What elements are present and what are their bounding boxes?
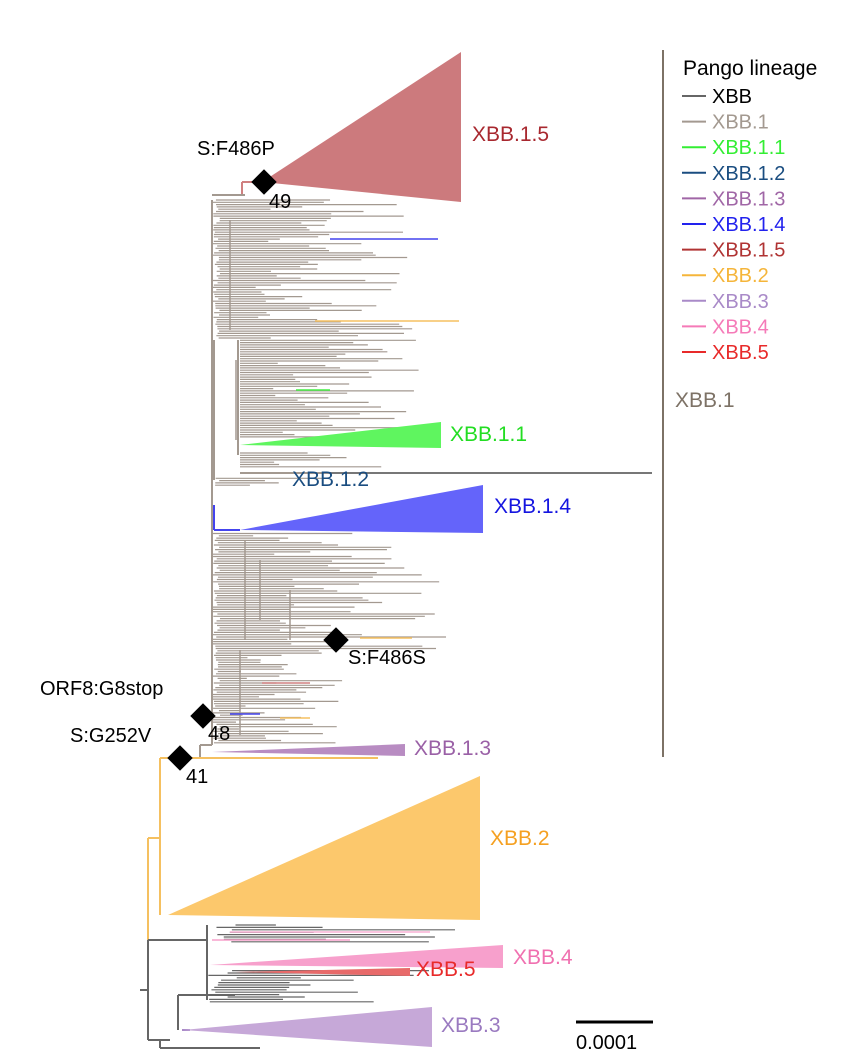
legend-entry: XBB.1.5 (682, 240, 785, 262)
mutation-marker-diamond (167, 745, 193, 771)
legend-entry: XBB.1.1 (682, 137, 785, 159)
legend-label: XBB.5 (712, 342, 769, 364)
legend-entry: XBB.5 (682, 342, 769, 364)
legend-title: Pango lineage (683, 57, 817, 80)
clade-xbb-1-3-triangle (212, 744, 405, 756)
legend-label: XBB.4 (712, 316, 769, 338)
clade-label-xbb-1-5: XBB.1.5 (472, 123, 549, 146)
legend-entry: XBB.4 (682, 316, 769, 338)
mutation-count: 48 (208, 723, 230, 745)
clade-xbb-1-1-triangle (240, 422, 441, 448)
clade-xbb-4-triangle (210, 945, 503, 968)
legend-label: XBB.1.3 (712, 188, 785, 210)
legend-label: XBB.1.2 (712, 163, 785, 185)
clade-xbb-5-triangle (235, 968, 410, 976)
clade-label-xbb-1-2: XBB.1.2 (292, 468, 369, 491)
mutation-count: 41 (186, 766, 208, 788)
legend: Pango lineage XBB XBB.1 XBB.1.1 XBB.1.2 XBB.… (682, 57, 817, 364)
legend-label: XBB (712, 86, 752, 108)
clade-label-xbb-4: XBB.4 (513, 946, 573, 969)
clade-label-xbb-1-3: XBB.1.3 (414, 737, 491, 760)
legend-entry: XBB.1.2 (682, 163, 785, 185)
clade-label-xbb-1-1: XBB.1.1 (450, 423, 527, 446)
legend-label: XBB.3 (712, 291, 769, 313)
mutation-g252v: S:G252V 41 (70, 725, 208, 788)
mutation-marker-diamond (251, 169, 277, 195)
mutation-count: 49 (269, 191, 291, 213)
legend-label: XBB.1.5 (712, 240, 785, 262)
mutation-label: ORF8:G8stop (40, 678, 163, 700)
mutation-marker-diamond (323, 627, 349, 653)
legend-entry: XBB.2 (682, 265, 769, 287)
xbb1-bracket-label: XBB.1 (675, 389, 735, 412)
mutation-label: S:F486S (348, 647, 426, 669)
clade-label-xbb-3: XBB.3 (441, 1014, 501, 1037)
clade-label-xbb-2: XBB.2 (490, 827, 550, 850)
xbb-branches (208, 924, 455, 1003)
mutation-label: S:F486P (197, 138, 275, 160)
legend-label: XBB.2 (712, 265, 769, 287)
legend-entry: XBB.1.4 (682, 214, 785, 236)
legend-label: XBB.1 (712, 112, 769, 134)
mutation-f486p: S:F486P 49 (197, 138, 291, 213)
legend-entry: XBB.1 (682, 112, 769, 134)
mutation-orf8-g8stop: ORF8:G8stop 48 (40, 678, 230, 745)
legend-label: XBB.1.4 (712, 214, 785, 236)
mutation-label: S:G252V (70, 725, 152, 747)
legend-entry: XBB.1.3 (682, 188, 785, 210)
legend-label: XBB.1.1 (712, 137, 785, 159)
scale-bar: 0.0001 (576, 1020, 653, 1054)
mutation-marker-diamond (190, 703, 216, 729)
legend-entry: XBB (682, 86, 752, 108)
mutation-f486s: S:F486S (323, 627, 426, 669)
legend-entry: XBB.3 (682, 291, 769, 313)
clade-xbb-2-triangle (168, 776, 480, 920)
clade-xbb-1-5-triangle (262, 52, 461, 202)
scale-bar-label: 0.0001 (576, 1032, 637, 1054)
clade-xbb-1-4-triangle (240, 485, 483, 533)
clade-label-xbb-5: XBB.5 (416, 958, 476, 981)
clade-label-xbb-1-4: XBB.1.4 (494, 495, 571, 518)
clade-xbb-3-triangle (183, 1007, 432, 1047)
xbb1-branches (212, 199, 459, 744)
